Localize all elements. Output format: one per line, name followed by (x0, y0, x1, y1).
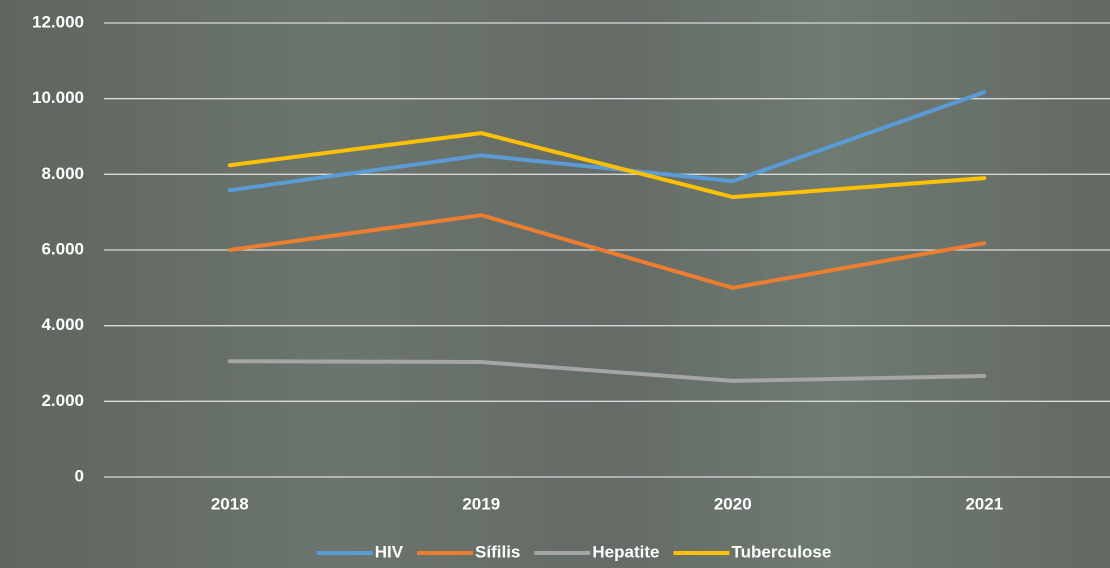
legend-label: Sífilis (475, 542, 520, 561)
x-tick-label: 2019 (462, 494, 500, 513)
y-tick-label: 10.000 (32, 88, 84, 107)
y-tick-label: 4.000 (41, 315, 84, 334)
legend-label: Hepatite (592, 542, 659, 561)
series-line (227, 90, 987, 193)
series-line (227, 359, 987, 383)
y-tick-label: 12.000 (32, 12, 84, 31)
series-line (227, 131, 987, 200)
x-tick-label: 2021 (965, 494, 1003, 513)
x-tick-label: 2020 (714, 494, 752, 513)
legend-label: Tuberculose (731, 542, 831, 561)
series-line (227, 213, 987, 290)
x-tick-label: 2018 (211, 494, 249, 513)
y-tick-label: 0 (75, 466, 84, 485)
y-tick-label: 8.000 (41, 164, 84, 183)
y-tick-label: 2.000 (41, 391, 84, 410)
y-tick-label: 6.000 (41, 239, 84, 258)
legend-label: HIV (375, 542, 404, 561)
